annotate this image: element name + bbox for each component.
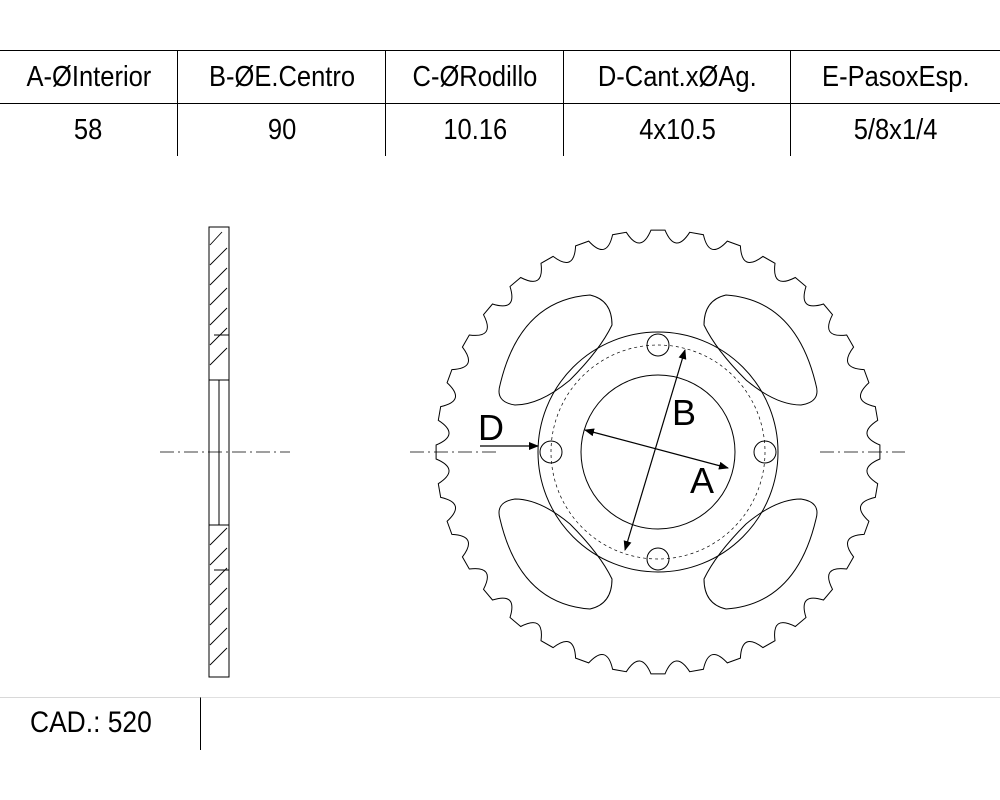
spec-value-cell: 90	[176, 103, 387, 156]
spec-value-cell: 10.16	[385, 103, 565, 156]
cad-label: CAD.: 520	[30, 706, 152, 739]
sprocket-front-view	[410, 229, 905, 675]
lightening-cutout	[498, 294, 613, 406]
spec-header-cell: C-ØRodillo	[385, 50, 565, 104]
spec-header-cell: A-ØInterior	[0, 50, 178, 104]
hub-inner-bore	[580, 374, 736, 530]
dimension-label-d: D	[478, 407, 504, 448]
spec-header-cell: D-Cant.xØAg.	[563, 50, 791, 104]
spec-header-cell: E-PasoxEsp.	[790, 50, 1000, 104]
hub-outer-circle	[537, 331, 779, 573]
dimension-label-b: B	[672, 392, 696, 433]
dimension-b-arrow	[623, 349, 687, 551]
side-profile-view	[160, 226, 290, 678]
spec-table: A-ØInterior B-ØE.Centro C-ØRodillo D-Can…	[0, 50, 1000, 156]
technical-drawing: A B D	[160, 226, 905, 678]
spec-value-cell: 5/8x1/4	[789, 103, 1000, 156]
sprocket-outline	[435, 229, 881, 675]
spec-value-row: 58 90 10.16 4x10.5 5/8x1/4	[0, 103, 1000, 156]
footer-divider	[0, 697, 1000, 698]
spec-header-cell: B-ØE.Centro	[177, 50, 387, 104]
dimension-label-a: A	[690, 460, 714, 501]
bolt-hole	[539, 440, 563, 464]
bolt-circle	[550, 344, 766, 560]
cad-box: CAD.: 520	[0, 697, 201, 750]
spec-value-cell: 58	[0, 103, 178, 156]
spec-value-cell: 4x10.5	[563, 103, 791, 156]
lightening-cutout	[703, 294, 818, 406]
spec-header-row: A-ØInterior B-ØE.Centro C-ØRodillo D-Can…	[0, 50, 1000, 104]
hatch-lines	[209, 231, 228, 666]
lightening-cutout	[498, 498, 613, 610]
bolt-hole	[753, 440, 777, 464]
lightening-cutout	[703, 498, 818, 610]
dimension-lines	[480, 349, 729, 551]
